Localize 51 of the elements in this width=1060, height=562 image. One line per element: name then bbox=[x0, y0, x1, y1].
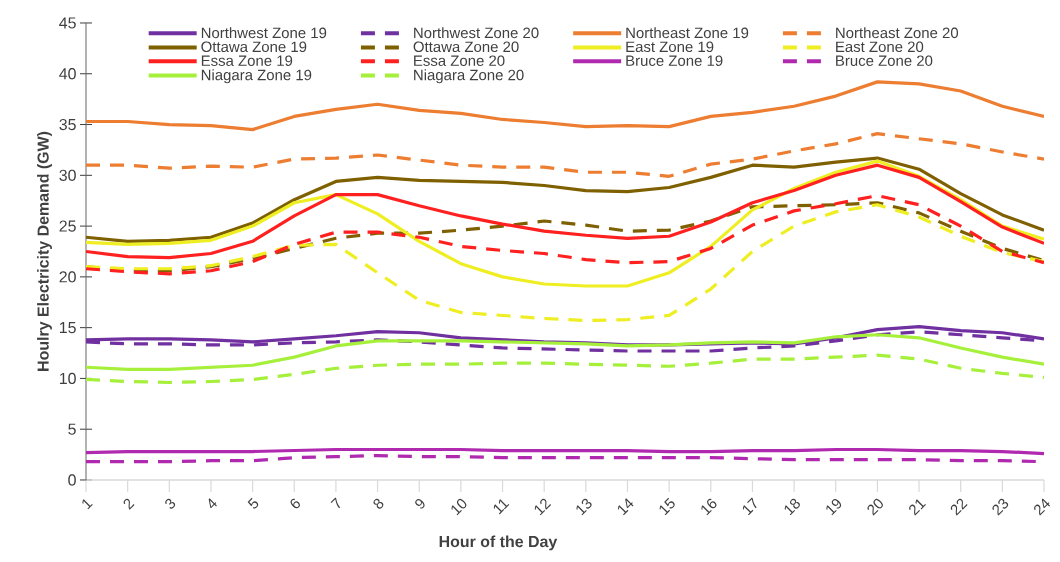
legend-label: Essa Zone 19 bbox=[201, 55, 293, 66]
x-tick-label: 10 bbox=[451, 498, 467, 516]
x-tick-label: 9 bbox=[415, 498, 425, 509]
legend-label: Niagara Zone 20 bbox=[414, 69, 524, 84]
x-tick-label: 6 bbox=[290, 498, 300, 509]
x-tick-label: 11 bbox=[493, 499, 510, 515]
legend-label: Niagara Zone 19 bbox=[201, 69, 312, 84]
x-tick-label: 2 bbox=[123, 498, 135, 510]
legend-label: Northeast Zone 20 bbox=[836, 27, 959, 39]
legend-label: Bruce Zone 20 bbox=[836, 55, 933, 66]
x-tick-label: 24 bbox=[1034, 498, 1051, 516]
x-tick-label: 3 bbox=[165, 498, 176, 509]
x-tick-label: 22 bbox=[950, 498, 968, 516]
x-tick-label: 18 bbox=[784, 498, 800, 516]
y-tick-label: 40 bbox=[59, 68, 76, 80]
legend-label: Northwest Zone 20 bbox=[414, 27, 539, 39]
x-tick-label: 21 bbox=[909, 499, 926, 516]
legend-label: Northwest Zone 19 bbox=[201, 27, 327, 39]
x-tick-label: 5 bbox=[247, 497, 259, 509]
y-axis-title: Houlry Electricity Demand (GW) bbox=[37, 131, 52, 371]
x-tick-label: 14 bbox=[617, 498, 634, 516]
x-tick-label: 4 bbox=[208, 498, 217, 509]
y-tick-label: 30 bbox=[59, 169, 76, 181]
legend-label: Bruce Zone 19 bbox=[626, 55, 723, 66]
x-tick-label: 13 bbox=[576, 498, 592, 516]
line-series bbox=[86, 163, 1045, 260]
y-tick-label: 0 bbox=[68, 474, 76, 486]
y-tick-label: 25 bbox=[59, 220, 76, 232]
x-tick-label: 12 bbox=[534, 498, 552, 516]
x-tick-label: 16 bbox=[701, 498, 717, 516]
x-tick-label: 20 bbox=[867, 498, 883, 516]
legend-label: Ottawa Zone 19 bbox=[201, 41, 307, 53]
y-tick-label: 5 bbox=[68, 423, 76, 435]
x-tick-label: 1 bbox=[82, 499, 93, 510]
x-tick-label: 7 bbox=[330, 497, 341, 509]
y-tick-label: 10 bbox=[59, 372, 76, 385]
x-tick-label: 15 bbox=[659, 497, 675, 516]
y-tick-label: 35 bbox=[59, 118, 76, 131]
legend-label: East Zone 19 bbox=[626, 41, 714, 53]
y-tick-label: 45 bbox=[59, 17, 76, 29]
legend-label: Ottawa Zone 20 bbox=[413, 41, 519, 53]
x-axis-title: Hour of the Day bbox=[439, 535, 558, 551]
x-tick-label: 17 bbox=[742, 497, 757, 516]
legend-label: East Zone 20 bbox=[836, 41, 924, 53]
y-tick-label: 15 bbox=[59, 322, 76, 334]
legend-label: Essa Zone 20 bbox=[414, 55, 505, 66]
x-tick-label: 8 bbox=[373, 498, 384, 509]
legend-label: Northeast Zone 19 bbox=[626, 27, 749, 39]
x-tick-label: 23 bbox=[992, 498, 1009, 516]
y-tick-label: 20 bbox=[59, 271, 76, 283]
x-tick-label: 19 bbox=[826, 498, 842, 516]
